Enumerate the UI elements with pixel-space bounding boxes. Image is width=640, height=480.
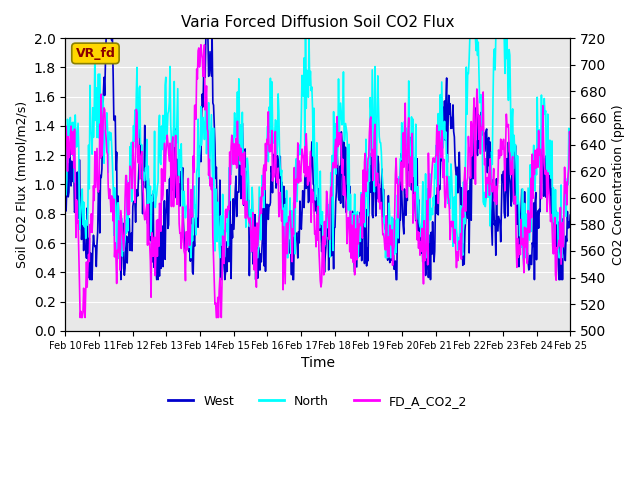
- Legend: West, North, FD_A_CO2_2: West, North, FD_A_CO2_2: [163, 390, 472, 413]
- X-axis label: Time: Time: [301, 356, 335, 370]
- Y-axis label: Soil CO2 Flux (mmol/m2/s): Soil CO2 Flux (mmol/m2/s): [15, 101, 28, 268]
- Title: Varia Forced Diffusion Soil CO2 Flux: Varia Forced Diffusion Soil CO2 Flux: [181, 15, 454, 30]
- Y-axis label: CO2 Concentration (ppm): CO2 Concentration (ppm): [612, 104, 625, 265]
- Text: VR_fd: VR_fd: [76, 47, 115, 60]
